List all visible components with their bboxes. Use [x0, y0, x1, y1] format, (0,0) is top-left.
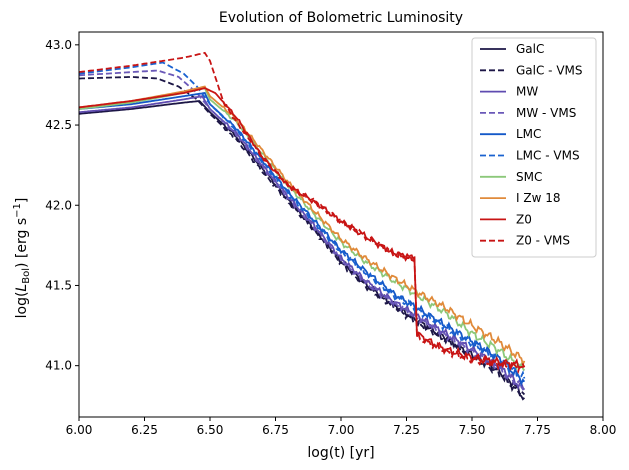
y-label-prefix: log(	[14, 292, 30, 319]
y-label-mid: ) [erg s	[14, 218, 30, 268]
y-tick-label: 41.0	[45, 359, 72, 373]
x-tick-label: 7.25	[393, 423, 420, 437]
legend-label: GalC - VMS	[516, 63, 583, 77]
legend: GalC GalC - VMS MW MW - VMS LMC LMC - VMS SMC I…	[471, 37, 597, 258]
series-line-z0-vms	[79, 51, 526, 375]
y-label-suffix: ]	[14, 198, 30, 203]
y-tick-label: 42.5	[45, 118, 72, 132]
x-tick-label: 7.50	[459, 423, 486, 437]
x-tick-label: 7.75	[524, 423, 551, 437]
legend-label: Z0 - VMS	[516, 234, 570, 248]
y-label-sup: −1	[12, 203, 23, 218]
chart-title: Evolution of Bolometric Luminosity	[219, 10, 463, 26]
legend-label: MW	[516, 85, 538, 99]
x-tick-label: 7.00	[328, 423, 355, 437]
series-line-smc	[79, 87, 526, 372]
series-line-lmc-vms	[79, 61, 526, 380]
x-tick-label: 8.00	[590, 423, 617, 437]
y-axis-label: log(LBol) [erg s−1]	[12, 198, 32, 319]
legend-label: GalC	[516, 42, 544, 56]
legend-label: LMC	[516, 127, 541, 141]
y-label-sub: Bol	[21, 268, 32, 284]
series-line-mw-vms	[79, 69, 525, 391]
x-tick-label: 6.50	[197, 423, 224, 437]
legend-box	[471, 37, 597, 258]
legend-label: MW - VMS	[516, 106, 576, 120]
x-tick-label: 6.00	[66, 423, 93, 437]
series-line-galc-vms	[79, 75, 526, 397]
x-axis: 6.00 6.25 6.50 6.75 7.00 7.25 7.50 7.75 8.00	[66, 417, 617, 437]
y-label-var: L	[14, 284, 30, 292]
legend-label: LMC - VMS	[516, 149, 580, 163]
y-tick-label: 42.0	[45, 198, 72, 212]
x-tick-label: 6.75	[262, 423, 289, 437]
x-tick-label: 6.25	[131, 423, 158, 437]
series-layer	[79, 51, 526, 401]
legend-label: SMC	[516, 170, 542, 184]
x-axis-label: log(t) [yr]	[307, 445, 374, 461]
legend-label: I Zw 18	[516, 191, 560, 205]
legend-label: Z0	[516, 212, 532, 226]
y-tick-label: 43.0	[45, 38, 72, 52]
y-axis: 41.0 41.5 42.0 42.5 43.0	[45, 38, 79, 373]
series-line-z0	[79, 87, 525, 371]
y-tick-label: 41.5	[45, 278, 72, 292]
